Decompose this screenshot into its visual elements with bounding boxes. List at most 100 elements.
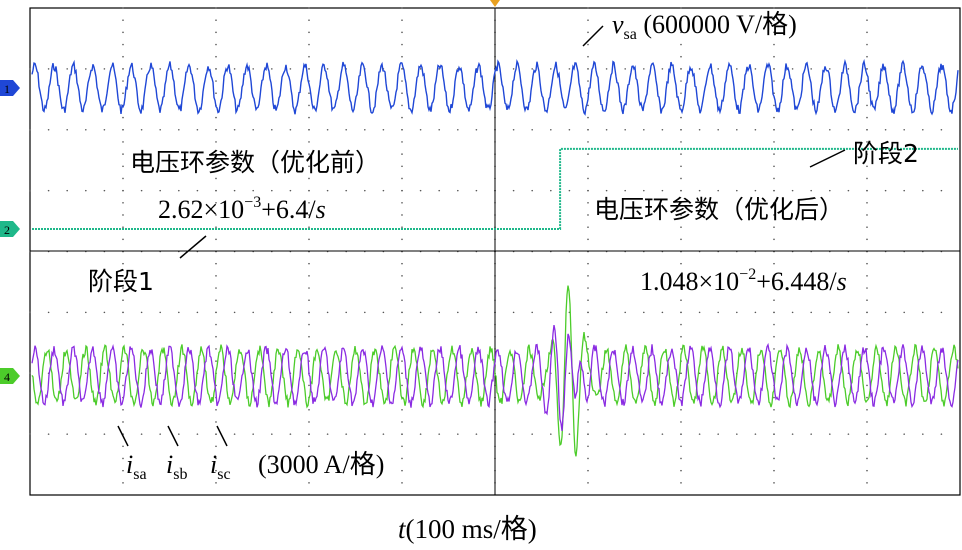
- grid-dot: [308, 153, 310, 155]
- grid-dot: [680, 299, 682, 302]
- grid-dot: [85, 372, 87, 375]
- grid-dot: [643, 189, 645, 192]
- grid-dot: [47, 433, 50, 435]
- grid-dot: [587, 214, 589, 216]
- grid-dot: [698, 128, 701, 131]
- grid-dot: [66, 68, 68, 70]
- grid-dot: [215, 238, 217, 241]
- grid-dot: [717, 433, 719, 435]
- after-title: 电压环参数（优化后）: [594, 195, 844, 224]
- grid-dot: [215, 7, 217, 9]
- grid-dot: [475, 311, 478, 314]
- grid-dot: [773, 360, 775, 362]
- grid-dot: [308, 299, 310, 302]
- grid-dot: [308, 43, 310, 46]
- grid-dot: [401, 323, 403, 326]
- grid-dot: [847, 189, 850, 192]
- grid-dot: [717, 311, 719, 314]
- grid-dot: [866, 372, 868, 375]
- grid-dot: [773, 128, 775, 131]
- grid-dot: [587, 335, 589, 338]
- grid-dot: [215, 153, 217, 155]
- grid-dot: [680, 141, 682, 143]
- grid-dot: [624, 433, 626, 435]
- grid-dot: [643, 433, 645, 435]
- grid-dot: [791, 311, 794, 314]
- grid-dot: [122, 384, 124, 387]
- grid-dot: [680, 445, 682, 448]
- grid-dot: [847, 128, 850, 131]
- grid-dot: [215, 287, 217, 289]
- grid-dot: [866, 189, 868, 192]
- current-scale-label: (3000 A/格): [258, 450, 384, 479]
- grid-dot: [122, 92, 124, 95]
- grid-dot: [810, 68, 812, 70]
- grid-dot: [159, 189, 161, 192]
- grid-dot: [122, 19, 124, 21]
- grid-dot: [680, 396, 682, 399]
- channel-4-marker: 4: [0, 368, 20, 384]
- grid-dot: [680, 348, 682, 350]
- grid-dot: [773, 116, 775, 119]
- grid-dot: [215, 68, 217, 70]
- grid-dot: [587, 43, 589, 46]
- grid-dot: [438, 372, 441, 375]
- grid-dot: [587, 384, 589, 387]
- grid-dot: [122, 262, 124, 265]
- grid-dot: [680, 31, 682, 34]
- grid-dot: [680, 19, 682, 21]
- grid-dot: [215, 226, 217, 228]
- grid-dot: [215, 116, 217, 119]
- grid-dot: [215, 323, 217, 326]
- grid-dot: [345, 311, 348, 314]
- grid-dot: [550, 311, 552, 314]
- grid-dot: [866, 104, 868, 107]
- isb-label: isb: [166, 450, 187, 483]
- grid-dot: [587, 238, 589, 241]
- grid-dot: [587, 189, 589, 192]
- grid-dot: [773, 457, 775, 460]
- grid-dot: [401, 214, 403, 216]
- grid-dot: [178, 68, 180, 70]
- stage1-label: 阶段1: [88, 267, 154, 296]
- grid-dot: [587, 311, 589, 314]
- grid-dot: [773, 19, 775, 21]
- grid-dot: [419, 68, 422, 70]
- grid-dot: [233, 311, 236, 314]
- grid-dot: [736, 68, 738, 70]
- grid-dot: [512, 68, 515, 70]
- grid-dot: [308, 348, 310, 350]
- grid-dot: [829, 433, 831, 435]
- grid-dot: [215, 177, 217, 180]
- grid-dot: [308, 214, 310, 216]
- grid-dot: [345, 128, 348, 131]
- grid-dot: [866, 68, 868, 70]
- grid-dot: [29, 68, 31, 70]
- grid-dot: [401, 457, 403, 460]
- grid-dot: [289, 189, 292, 192]
- grid-dot: [308, 384, 310, 387]
- grid-dot: [829, 128, 831, 131]
- grid-dot: [773, 80, 775, 82]
- grid-dot: [680, 153, 682, 155]
- grid-dot: [866, 226, 868, 228]
- grid-dot: [308, 55, 310, 58]
- grid-dot: [698, 189, 701, 192]
- grid-dot: [29, 128, 31, 131]
- grid-dot: [66, 433, 68, 435]
- grid-dot: [773, 189, 775, 192]
- grid-dot: [643, 68, 645, 70]
- grid-dot: [587, 116, 589, 119]
- grid-dot: [326, 433, 329, 435]
- x-axis-label: t(100 ms/格): [398, 514, 537, 544]
- grid-dot: [122, 189, 124, 192]
- grid-dot: [773, 421, 775, 423]
- grid-dot: [866, 7, 868, 9]
- grid-dot: [364, 311, 366, 314]
- grid-dot: [215, 348, 217, 350]
- grid-dot: [866, 153, 868, 155]
- grid-dot: [122, 311, 124, 314]
- grid-dot: [271, 128, 273, 131]
- grid-dot: [401, 189, 403, 192]
- grid-dot: [680, 421, 682, 423]
